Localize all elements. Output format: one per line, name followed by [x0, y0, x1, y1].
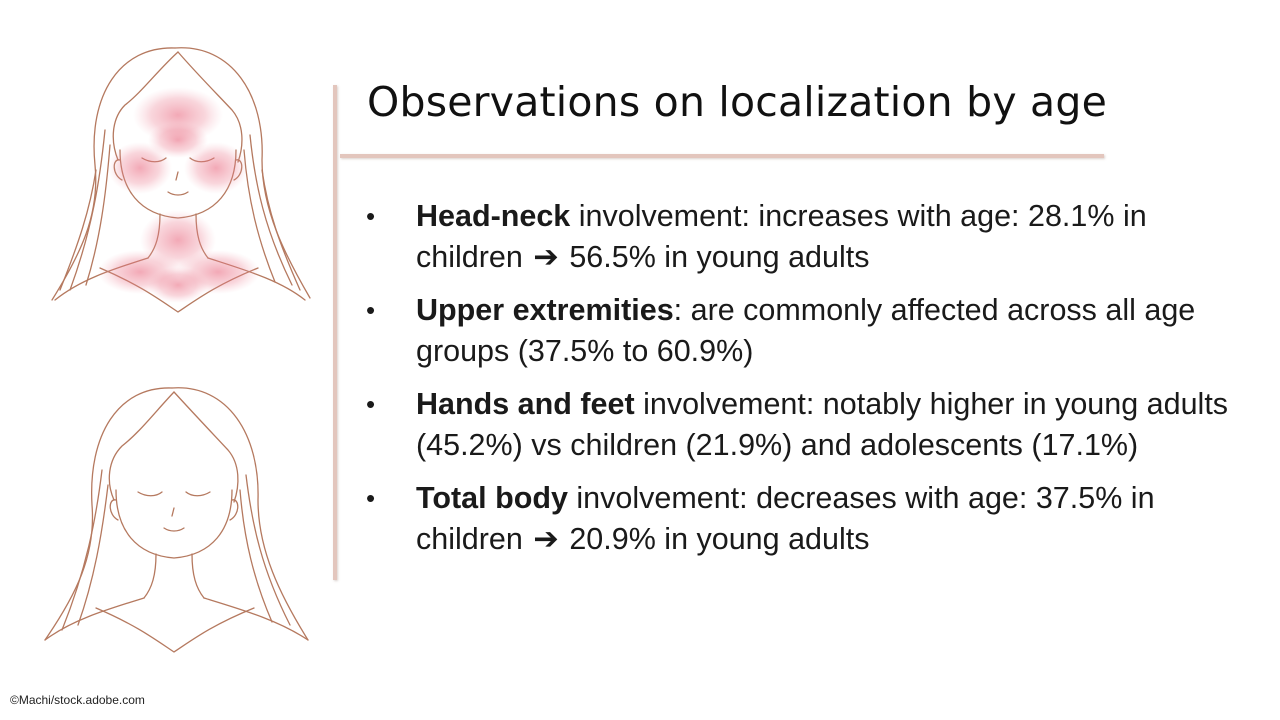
bullet-upper-extremities: • Upper extremities: are commonly affect… — [366, 290, 1256, 372]
slide-title: Observations on localization by age — [367, 78, 1107, 126]
bullet-text-continued: 56.5% in young adults — [560, 240, 870, 274]
bullet-dot-icon: • — [366, 295, 376, 325]
image-credit: ©Machi/stock.adobe.com — [10, 693, 145, 707]
bullet-text: : are commonly affected across all age g… — [416, 293, 1196, 368]
bullet-heading: Hands and feet — [416, 387, 635, 421]
rash-overlay — [98, 87, 260, 303]
bullet-head-neck: • Head-neck involvement: increases with … — [366, 196, 1256, 278]
illustration-panel — [44, 47, 311, 653]
right-arrow-icon: ➔ — [533, 522, 559, 556]
bullet-hands-feet: • Hands and feet involvement: notably hi… — [366, 384, 1256, 466]
bullet-text-continued: 20.9% in young adults — [560, 522, 870, 556]
bullet-heading: Upper extremities — [416, 293, 674, 327]
bullet-dot-icon: • — [366, 201, 376, 231]
bullet-dot-icon: • — [366, 483, 376, 513]
vertical-accent-rule — [333, 85, 337, 580]
right-arrow-icon: ➔ — [533, 240, 559, 274]
title-underline-rule — [340, 154, 1104, 158]
bullet-heading: Head-neck — [416, 199, 571, 233]
bullet-list: • Head-neck involvement: increases with … — [366, 196, 1256, 572]
bullet-total-body: • Total body involvement: decreases with… — [366, 478, 1256, 560]
woman-face-clear-icon — [44, 387, 309, 653]
bullet-text: involvement: notably higher in young adu… — [416, 387, 1229, 462]
bullet-heading: Total body — [416, 481, 568, 515]
bullet-text: involvement: decreases with age: 37.5% i… — [416, 481, 1155, 556]
bullet-dot-icon: • — [366, 389, 376, 419]
bullet-text: involvement: increases with age: 28.1% i… — [416, 199, 1147, 274]
